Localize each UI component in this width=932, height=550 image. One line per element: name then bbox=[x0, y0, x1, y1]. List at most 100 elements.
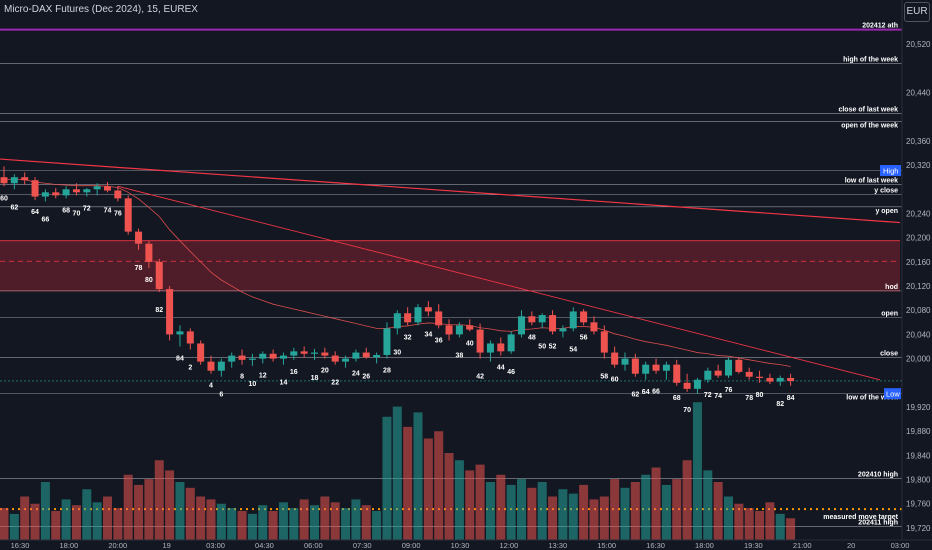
candle bbox=[745, 367, 753, 380]
candle bbox=[756, 370, 764, 383]
count-label: 42 bbox=[476, 374, 484, 381]
candle bbox=[217, 358, 225, 377]
count-label: 64 bbox=[31, 209, 39, 216]
upper-trendline bbox=[0, 158, 901, 224]
candle bbox=[393, 310, 401, 335]
candle-body bbox=[693, 379, 701, 389]
candle-body bbox=[114, 190, 122, 199]
candle bbox=[538, 313, 546, 329]
candle-body bbox=[455, 325, 463, 335]
candle bbox=[62, 186, 70, 199]
candle-body bbox=[673, 364, 681, 383]
candle bbox=[414, 304, 422, 326]
candle-body bbox=[404, 313, 412, 323]
candle bbox=[683, 373, 691, 392]
candle bbox=[93, 183, 101, 196]
candle-body bbox=[124, 198, 132, 232]
time-tick-label: 03:00 bbox=[891, 541, 910, 550]
candle-body bbox=[600, 331, 608, 353]
candle-body bbox=[611, 352, 619, 365]
volume-bar bbox=[568, 493, 578, 540]
count-label: 78 bbox=[135, 265, 143, 272]
candle-body bbox=[580, 311, 588, 323]
y-tick-label: 19,880 bbox=[906, 427, 931, 436]
candle-body bbox=[83, 189, 91, 193]
candle-body bbox=[590, 322, 598, 332]
count-label: 34 bbox=[424, 331, 432, 338]
candle bbox=[455, 322, 463, 338]
candle bbox=[693, 377, 701, 394]
volume-bar bbox=[558, 489, 568, 540]
candle-body bbox=[362, 352, 370, 358]
count-label: 80 bbox=[756, 392, 764, 399]
volume-bar bbox=[382, 416, 392, 540]
time-tick-label: 20 bbox=[847, 541, 855, 550]
volume-bar bbox=[548, 496, 558, 540]
count-label: 32 bbox=[404, 334, 412, 341]
candle-body bbox=[145, 243, 153, 262]
count-label: 68 bbox=[62, 207, 70, 214]
count-label: 2 bbox=[188, 365, 192, 372]
candle-body bbox=[559, 328, 567, 332]
candle-body bbox=[528, 316, 536, 323]
candle-body bbox=[342, 358, 350, 362]
count-label: 60 bbox=[0, 195, 8, 202]
count-label: 46 bbox=[507, 369, 515, 376]
candle bbox=[652, 358, 660, 374]
volume-bar bbox=[351, 499, 361, 540]
volume-bar bbox=[661, 484, 671, 540]
time-tick-label: 20:00 bbox=[108, 541, 127, 550]
level-label: open bbox=[881, 310, 898, 317]
candle-body bbox=[776, 377, 784, 382]
volume-bar bbox=[0, 508, 9, 540]
volume-bar bbox=[61, 499, 71, 540]
candle bbox=[228, 352, 236, 368]
volume-bar bbox=[247, 513, 257, 540]
volume-bar bbox=[278, 502, 288, 540]
volume-bar bbox=[496, 474, 506, 540]
candle-body bbox=[21, 177, 29, 181]
level-label: close bbox=[880, 350, 898, 357]
count-label: 10 bbox=[249, 381, 257, 388]
candle-body bbox=[652, 364, 660, 371]
chart-title: Micro-DAX Futures (Dec 2024), 15, EUREX bbox=[4, 4, 198, 15]
time-tick-label: 06:00 bbox=[304, 541, 323, 550]
volume-bar bbox=[692, 402, 702, 540]
y-tick-label: 19,800 bbox=[906, 476, 931, 485]
time-tick-label: 18:00 bbox=[695, 541, 714, 550]
volume-bar bbox=[579, 484, 589, 540]
candle-body bbox=[41, 192, 49, 197]
candle-body bbox=[228, 355, 236, 362]
time-tick-label: 12:00 bbox=[499, 541, 518, 550]
candle bbox=[21, 172, 29, 185]
volume-bar bbox=[506, 484, 516, 540]
candle-body bbox=[331, 355, 339, 362]
y-tick-label: 20,120 bbox=[906, 282, 931, 291]
y-tick-label: 20,000 bbox=[906, 355, 931, 364]
count-label: 78 bbox=[745, 395, 753, 402]
candle-body bbox=[104, 186, 111, 191]
volume-bar bbox=[641, 474, 651, 540]
volume-bar bbox=[20, 496, 30, 540]
lower-trendline bbox=[117, 185, 881, 381]
candle-body bbox=[290, 351, 298, 356]
level-label: 202412 ath bbox=[862, 23, 898, 30]
volume-bar bbox=[527, 487, 537, 540]
candle-body bbox=[424, 307, 432, 312]
count-label: 16 bbox=[290, 369, 298, 376]
volume-bar bbox=[713, 482, 723, 540]
candle bbox=[207, 355, 215, 374]
currency-button[interactable]: EUR bbox=[904, 2, 930, 22]
volume-bar bbox=[620, 487, 630, 540]
candle-body bbox=[735, 359, 743, 372]
time-axis: 16:30 18:00 20:00 19 03:00 04:30 06:00 07:30 09:… bbox=[0, 539, 932, 550]
candle bbox=[311, 348, 318, 360]
candle bbox=[445, 319, 453, 341]
candle bbox=[41, 189, 49, 202]
candle bbox=[735, 357, 743, 374]
high-tag-text: High bbox=[883, 167, 898, 176]
volume-bar bbox=[734, 503, 744, 540]
y-tick-label: 20,040 bbox=[906, 330, 931, 339]
